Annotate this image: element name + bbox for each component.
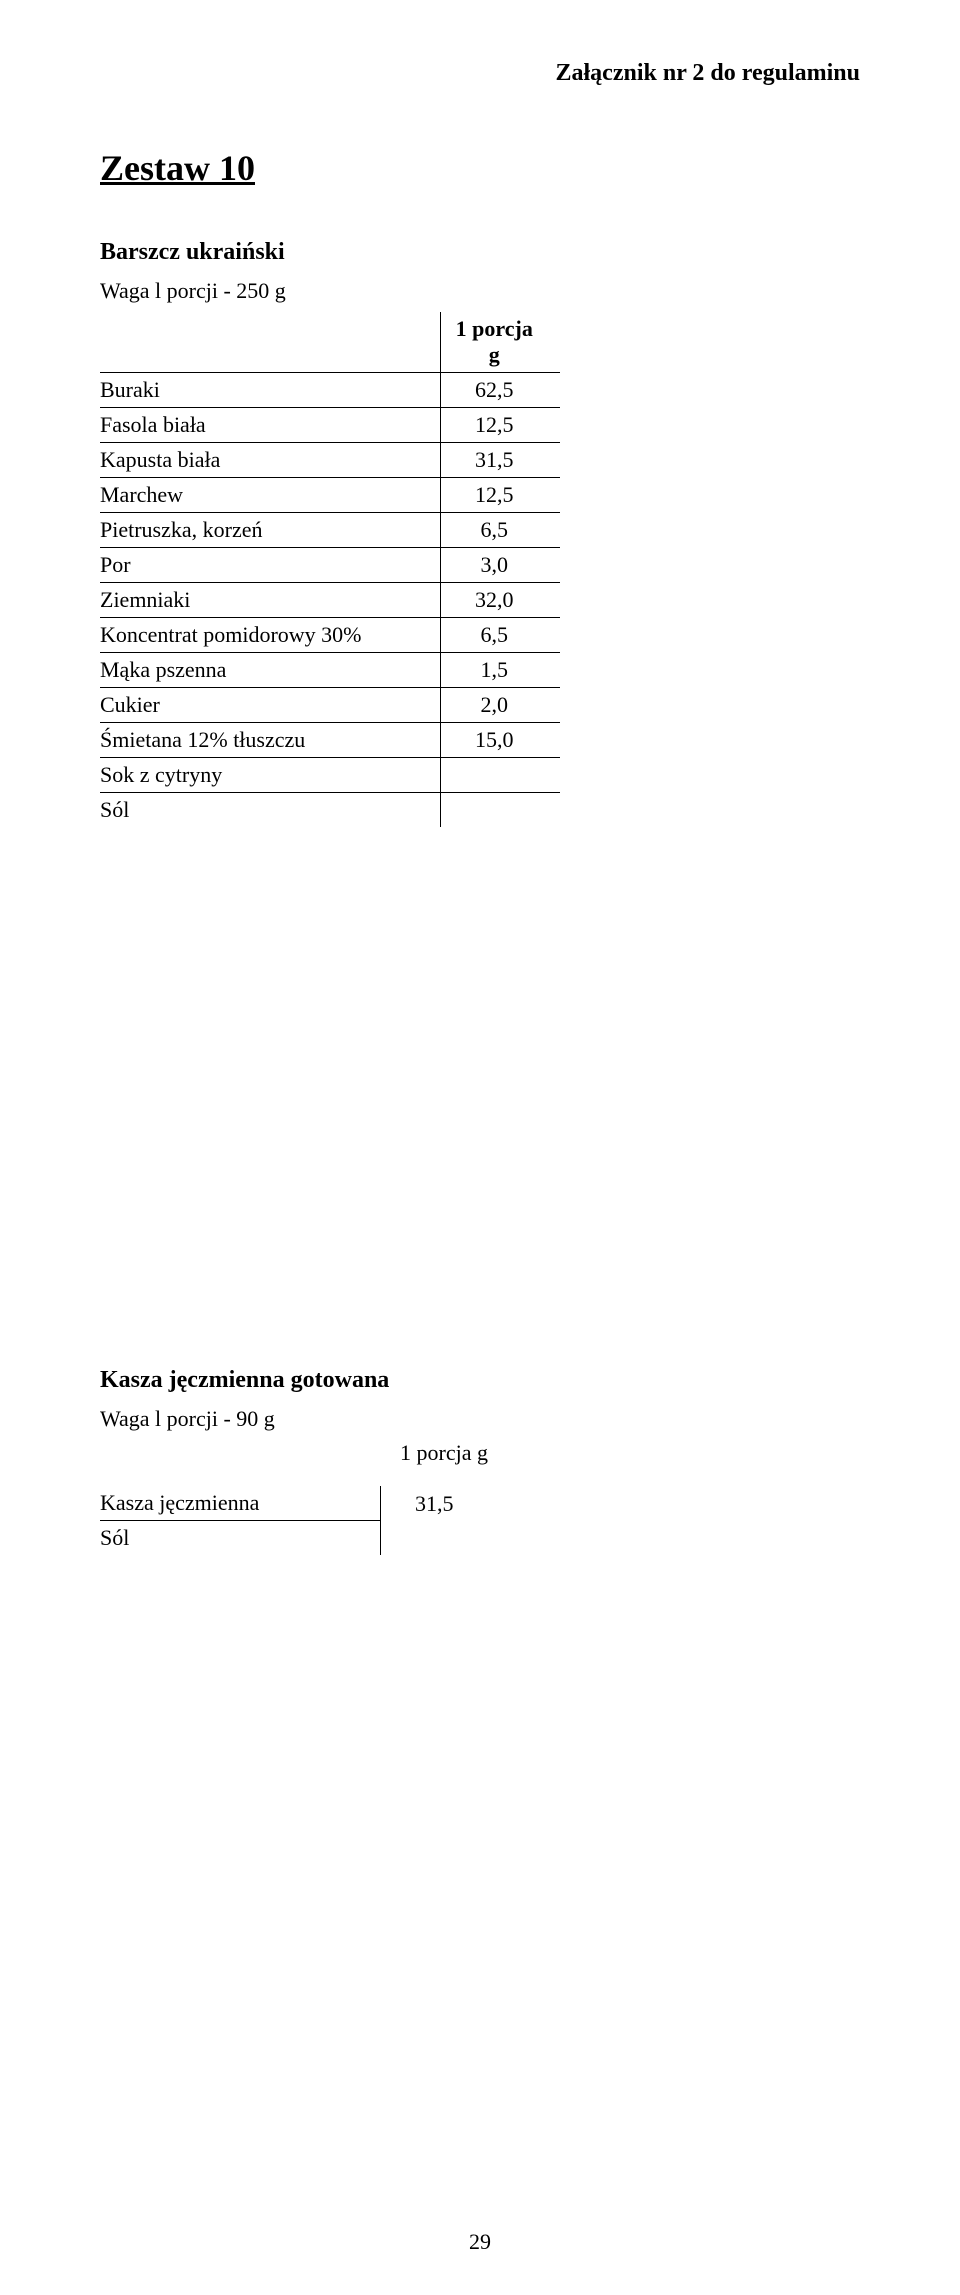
ingredient-name: Pietruszka, korzeń [100,513,440,548]
section-barszcz: Barszcz ukraiński Waga l porcji - 250 g … [100,239,860,827]
table-row: Ziemniaki 32,0 [100,583,560,618]
ingredient-value: 31,5 [440,443,560,478]
table-row: Sól [100,793,560,828]
ingredient-name: Kasza jęczmienna [100,1486,380,1521]
section-kasza: Kasza jęczmienna gotowana Waga l porcji … [100,1367,860,1555]
section-title: Barszcz ukraiński [100,239,860,266]
portion-weight-line: Waga l porcji - 250 g [100,278,860,304]
ingredient-value: 12,5 [440,408,560,443]
ingredient-value: 31,5 [380,1486,500,1521]
ingredient-name: Sól [100,793,440,828]
ingredient-value [380,1521,500,1556]
ingredient-name: Kapusta biała [100,443,440,478]
section-title: Kasza jęczmienna gotowana [100,1367,860,1394]
page-number: 29 [0,2229,960,2255]
ingredient-value: 32,0 [440,583,560,618]
ingredient-name: Śmietana 12% tłuszczu [100,723,440,758]
ingredient-name: Buraki [100,373,440,408]
ingredient-name: Cukier [100,688,440,723]
table-header-empty [100,312,440,373]
table-row: Śmietana 12% tłuszczu 15,0 [100,723,560,758]
attachment-header: Załącznik nr 2 do regulaminu [100,60,860,87]
table-row: Sól [100,1521,500,1556]
table-row: Kasza jęczmienna 31,5 [100,1486,500,1521]
ingredient-value [440,758,560,793]
table-row: Cukier 2,0 [100,688,560,723]
ingredient-value: 1,5 [440,653,560,688]
table-row: Kapusta biała 31,5 [100,443,560,478]
ingredient-name: Sól [100,1521,380,1556]
ingredients-table: 1 porcja g Buraki 62,5 Fasola biała 12,5… [100,312,560,827]
ingredient-value: 6,5 [440,618,560,653]
ingredient-name: Ziemniaki [100,583,440,618]
portion-header-line2: g [489,342,500,367]
ingredient-value [440,793,560,828]
ingredient-name: Sok z cytryny [100,758,440,793]
portion-header-line1: 1 porcja [456,316,533,341]
table-header-portion: 1 porcja g [440,312,560,373]
table-row: Mąka pszenna 1,5 [100,653,560,688]
ingredient-name: Mąka pszenna [100,653,440,688]
portion-label: 1 porcja g [400,1440,860,1466]
table-row: Pietruszka, korzeń 6,5 [100,513,560,548]
table-row: Fasola biała 12,5 [100,408,560,443]
table-row: Por 3,0 [100,548,560,583]
ingredient-value: 62,5 [440,373,560,408]
table-row: Sok z cytryny [100,758,560,793]
ingredient-value: 15,0 [440,723,560,758]
ingredient-value: 6,5 [440,513,560,548]
portion-weight-line: Waga l porcji - 90 g [100,1406,860,1432]
ingredient-value: 2,0 [440,688,560,723]
ingredient-value: 3,0 [440,548,560,583]
ingredients-table: Kasza jęczmienna 31,5 Sól [100,1486,500,1555]
table-row: Marchew 12,5 [100,478,560,513]
ingredient-name: Por [100,548,440,583]
ingredient-name: Koncentrat pomidorowy 30% [100,618,440,653]
page-title: Zestaw 10 [100,147,860,189]
table-row: Buraki 62,5 [100,373,560,408]
ingredient-name: Fasola biała [100,408,440,443]
ingredient-value: 12,5 [440,478,560,513]
table-header-row: 1 porcja g [100,312,560,373]
table-row: Koncentrat pomidorowy 30% 6,5 [100,618,560,653]
ingredient-name: Marchew [100,478,440,513]
